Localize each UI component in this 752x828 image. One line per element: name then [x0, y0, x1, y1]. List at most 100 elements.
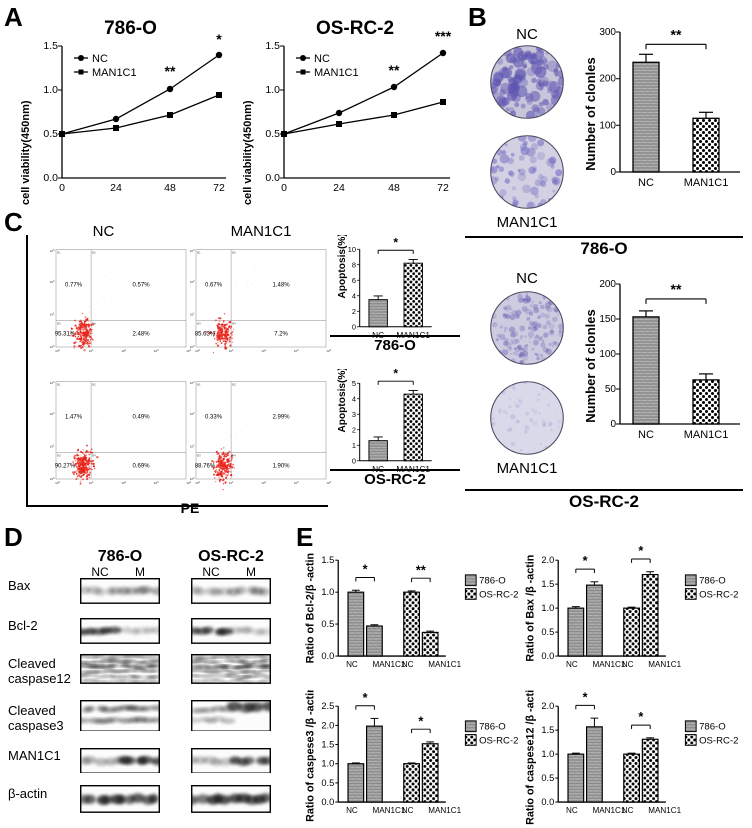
svg-text:MAN1C1: MAN1C1 — [372, 806, 405, 815]
svg-text:0.5: 0.5 — [321, 619, 334, 629]
svg-text:*: * — [583, 553, 588, 568]
svg-text:NC: NC — [346, 806, 358, 815]
svg-text:50: 50 — [605, 384, 617, 395]
svg-text:1.5: 1.5 — [265, 40, 280, 52]
svg-text:1.0: 1.0 — [265, 84, 280, 96]
svg-text:OS-RC-2: OS-RC-2 — [699, 735, 738, 746]
svg-text:2: 2 — [352, 426, 356, 435]
svg-text:1: 1 — [352, 441, 356, 450]
svg-text:NC: NC — [622, 660, 634, 669]
svg-text:4: 4 — [352, 395, 356, 404]
svg-text:Apoptosis(%): Apoptosis(%) — [337, 235, 348, 299]
svg-text:NC: NC — [314, 53, 330, 65]
svg-text:0: 0 — [610, 419, 616, 430]
svg-text:2.0: 2.0 — [321, 720, 334, 730]
svg-text:2.5: 2.5 — [321, 701, 334, 711]
svg-text:OS-RC-2: OS-RC-2 — [479, 735, 518, 746]
svg-text:100: 100 — [599, 349, 616, 360]
svg-text:0: 0 — [281, 182, 287, 194]
svg-text:NC: NC — [402, 660, 414, 669]
svg-text:24: 24 — [110, 182, 122, 194]
svg-text:0: 0 — [59, 182, 65, 194]
svg-text:150: 150 — [599, 314, 616, 325]
svg-text:*: * — [393, 369, 398, 381]
svg-text:**: ** — [671, 26, 682, 42]
svg-text:*: * — [393, 236, 398, 250]
svg-text:786-O: 786-O — [699, 576, 726, 587]
svg-text:*: * — [363, 690, 368, 705]
svg-text:2.0: 2.0 — [541, 701, 554, 711]
svg-text:200: 200 — [599, 74, 616, 85]
svg-text:Apoptosis(%): Apoptosis(%) — [337, 369, 348, 433]
svg-text:0: 0 — [352, 323, 356, 332]
svg-text:0.0: 0.0 — [265, 172, 280, 184]
svg-text:1.5: 1.5 — [321, 739, 334, 749]
svg-text:0.5: 0.5 — [321, 778, 334, 788]
svg-text:OS-RC-2: OS-RC-2 — [479, 589, 518, 600]
svg-text:1.0: 1.0 — [43, 84, 58, 96]
svg-text:*: * — [638, 544, 643, 558]
svg-text:MAN1C1: MAN1C1 — [92, 67, 137, 79]
svg-text:MAN1C1: MAN1C1 — [684, 429, 729, 441]
svg-text:1.0: 1.0 — [321, 587, 334, 597]
svg-text:5: 5 — [352, 379, 356, 388]
svg-text:*: * — [418, 713, 423, 728]
svg-text:200: 200 — [599, 279, 616, 290]
svg-text:MAN1C1: MAN1C1 — [314, 67, 359, 79]
svg-text:48: 48 — [388, 182, 400, 194]
svg-text:MAN1C1: MAN1C1 — [648, 660, 681, 669]
svg-text:0.5: 0.5 — [541, 627, 554, 637]
svg-text:72: 72 — [213, 182, 225, 194]
svg-text:NC: NC — [638, 177, 654, 189]
svg-text:Ratio of caspese12 /β -actin: Ratio of caspese12 /β -actin — [525, 690, 537, 825]
svg-text:**: ** — [671, 281, 682, 297]
svg-text:10: 10 — [348, 245, 356, 254]
svg-text:24: 24 — [333, 182, 345, 194]
svg-text:NC: NC — [638, 429, 654, 441]
svg-text:100: 100 — [599, 120, 616, 131]
svg-text:6: 6 — [352, 276, 356, 285]
svg-text:**: ** — [389, 62, 400, 78]
svg-text:OS-RC-2: OS-RC-2 — [699, 589, 738, 600]
svg-text:*: * — [638, 709, 643, 724]
svg-text:4: 4 — [352, 292, 356, 301]
svg-text:0.0: 0.0 — [541, 797, 554, 807]
svg-text:*: * — [583, 690, 588, 705]
svg-text:2: 2 — [352, 307, 356, 316]
svg-text:0.0: 0.0 — [321, 797, 334, 807]
svg-text:0: 0 — [352, 457, 356, 466]
svg-text:MAN1C1: MAN1C1 — [592, 806, 625, 815]
svg-text:NC: NC — [566, 660, 578, 669]
svg-text:MAN1C1: MAN1C1 — [428, 806, 461, 815]
svg-text:0.0: 0.0 — [43, 172, 58, 184]
svg-text:Number of clonles: Number of clonles — [585, 309, 598, 422]
svg-text:0.5: 0.5 — [43, 128, 58, 140]
svg-text:0.0: 0.0 — [541, 651, 554, 661]
svg-text:*: * — [363, 562, 368, 577]
svg-text:MAN1C1: MAN1C1 — [592, 660, 625, 669]
svg-text:MAN1C1: MAN1C1 — [648, 806, 681, 815]
svg-text:1.0: 1.0 — [321, 759, 334, 769]
svg-text:72: 72 — [437, 182, 449, 194]
svg-text:2.0: 2.0 — [541, 555, 554, 565]
svg-text:0.0: 0.0 — [321, 651, 334, 661]
svg-text:48: 48 — [164, 182, 176, 194]
svg-text:Number of clonles: Number of clonles — [585, 57, 598, 170]
svg-text:MAN1C1: MAN1C1 — [684, 177, 729, 189]
svg-text:1.0: 1.0 — [541, 749, 554, 759]
svg-text:Ratio of Bcl-2/β -actin: Ratio of Bcl-2/β -actin — [305, 553, 317, 664]
svg-text:0: 0 — [610, 167, 616, 178]
svg-text:MAN1C1: MAN1C1 — [372, 660, 405, 669]
svg-text:**: ** — [416, 562, 426, 577]
svg-text:NC: NC — [92, 53, 108, 65]
svg-text:786-O: 786-O — [479, 722, 506, 733]
svg-text:1.5: 1.5 — [541, 725, 554, 735]
svg-text:786-O: 786-O — [699, 722, 726, 733]
svg-text:NC: NC — [402, 806, 414, 815]
svg-text:1.5: 1.5 — [541, 579, 554, 589]
svg-text:8: 8 — [352, 261, 356, 270]
svg-text:1.5: 1.5 — [321, 555, 334, 565]
svg-text:786-O: 786-O — [479, 576, 506, 587]
svg-text:0.5: 0.5 — [265, 128, 280, 140]
svg-text:NC: NC — [622, 806, 634, 815]
